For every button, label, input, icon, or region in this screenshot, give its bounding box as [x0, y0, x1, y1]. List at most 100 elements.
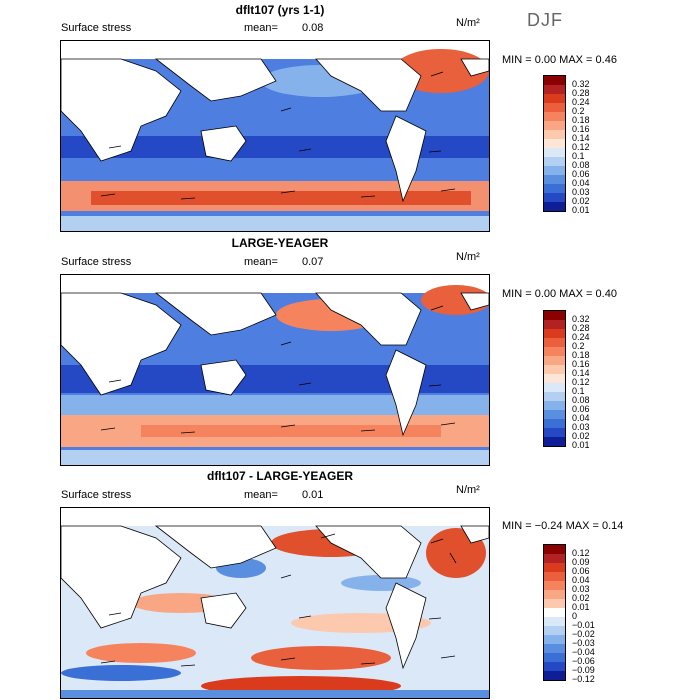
colorbar-tick: 0.28: [572, 88, 590, 98]
panel-2-colorbar: [543, 310, 566, 447]
colorbar-tick: −0.02: [572, 629, 595, 639]
colorbar-tick: 0.16: [572, 124, 590, 134]
panel-1-colorbar-swatch: [544, 166, 565, 175]
panel-1-colorbar-swatch: [544, 175, 565, 184]
colorbar-tick: 0.14: [572, 368, 590, 378]
panel-3-colorbar-swatch: [544, 617, 565, 626]
panel-1-colorbar: [543, 75, 566, 212]
panel-1-colorbar-swatch: [544, 139, 565, 148]
panel-3-colorbar: [543, 544, 566, 681]
colorbar-tick: 0.24: [572, 97, 590, 107]
panel-2-colorbar-swatch: [544, 437, 565, 446]
colorbar-tick: 0.2: [572, 341, 585, 351]
colorbar-tick: 0.24: [572, 332, 590, 342]
panel-1-mean-value: 0.08: [302, 22, 324, 34]
panel-3-colorbar-labels: 0.12 0.09 0.06 0.04 0.03 0.02 0.01 0 −0.…: [572, 549, 632, 689]
panel-2-colorbar-swatch: [544, 356, 565, 365]
panel-1-colorbar-swatch: [544, 112, 565, 121]
colorbar-tick: 0.08: [572, 160, 590, 170]
panel-2-colorbar-swatch: [544, 392, 565, 401]
panel-3-mean-value: 0.01: [302, 489, 324, 501]
colorbar-tick: 0: [572, 611, 578, 621]
panel-2-colorbar-swatch: [544, 338, 565, 347]
colorbar-tick: 0.03: [572, 584, 590, 594]
colorbar-tick: 0.06: [572, 566, 590, 576]
colorbar-tick: 0.08: [572, 395, 590, 405]
panel-1-map: [60, 40, 490, 232]
panel-2-colorbar-swatch: [544, 329, 565, 338]
colorbar-tick: 0.32: [572, 314, 590, 324]
colorbar-tick: −0.06: [572, 656, 595, 666]
panel-2-map: [60, 274, 490, 466]
panel-2-minmax: MIN = 0.00 MAX = 0.40: [502, 288, 617, 300]
panel-3-colorbar-swatch: [544, 545, 565, 554]
panel-1-title: dflt107 (yrs 1-1): [235, 3, 325, 17]
panel-2-colorbar-swatch: [544, 383, 565, 392]
panel-1-units: N/m²: [456, 17, 480, 29]
panel-3-colorbar-swatch: [544, 671, 565, 680]
colorbar-tick: 0.02: [572, 593, 590, 603]
panel-1-colorbar-swatch: [544, 184, 565, 193]
colorbar-tick: 0.02: [572, 431, 590, 441]
panel-1-colorbar-swatch: [544, 76, 565, 85]
colorbar-tick: 0.01: [572, 205, 590, 215]
colorbar-tick: −0.09: [572, 665, 595, 675]
colorbar-tick: 0.1: [572, 151, 585, 161]
panel-3-colorbar-swatch: [544, 581, 565, 590]
panel-3-colorbar-swatch: [544, 626, 565, 635]
colorbar-tick: 0.06: [572, 169, 590, 179]
panel-3-colorbar-swatch: [544, 590, 565, 599]
colorbar-tick: 0.28: [572, 323, 590, 333]
season-label: DJF: [527, 10, 563, 30]
panel-3-colorbar-swatch: [544, 653, 565, 662]
panel-1-colorbar-swatch: [544, 130, 565, 139]
colorbar-tick: 0.02: [572, 196, 590, 206]
panel-3-colorbar-swatch: [544, 662, 565, 671]
colorbar-tick: −0.04: [572, 647, 595, 657]
colorbar-tick: 0.14: [572, 133, 590, 143]
panel-1-colorbar-swatch: [544, 103, 565, 112]
panel-3-minmax: MIN = −0.24 MAX = 0.14: [502, 520, 624, 532]
panel-2-colorbar-swatch: [544, 374, 565, 383]
panel-3-map: [60, 507, 490, 699]
panel-2-units: N/m²: [456, 251, 480, 263]
panel-3-title: dflt107 - LARGE-YEAGER: [206, 469, 353, 483]
panel-1-colorbar-swatch: [544, 157, 565, 166]
colorbar-tick: 0.2: [572, 106, 585, 116]
panel-2-colorbar-swatch: [544, 365, 565, 374]
colorbar-tick: 0.04: [572, 413, 590, 423]
colorbar-tick: 0.12: [572, 377, 590, 387]
panel-1-colorbar-labels: 0.32 0.28 0.24 0.2 0.18 0.16 0.14 0.12 0…: [572, 80, 632, 220]
panel-1-colorbar-swatch: [544, 94, 565, 103]
colorbar-tick: −0.01: [572, 620, 595, 630]
colorbar-tick: −0.12: [572, 674, 595, 684]
panel-2-colorbar-swatch: [544, 311, 565, 320]
colorbar-tick: 0.09: [572, 557, 590, 567]
colorbar-tick: 0.06: [572, 404, 590, 414]
panel-2-colorbar-swatch: [544, 401, 565, 410]
panel-1-colorbar-swatch: [544, 202, 565, 211]
panel-2-colorbar-swatch: [544, 320, 565, 329]
colorbar-tick: 0.16: [572, 359, 590, 369]
colorbar-tick: 0.04: [572, 178, 590, 188]
panel-1-variable: Surface stress: [61, 22, 132, 34]
panel-3-colorbar-swatch: [544, 554, 565, 563]
panel-2-colorbar-swatch: [544, 410, 565, 419]
panel-1-colorbar-swatch: [544, 193, 565, 202]
colorbar-tick: 0.12: [572, 142, 590, 152]
colorbar-tick: −0.03: [572, 638, 595, 648]
colorbar-tick: 0.1: [572, 386, 585, 396]
panel-1-colorbar-swatch: [544, 85, 565, 94]
panel-1-minmax: MIN = 0.00 MAX = 0.46: [502, 54, 617, 66]
colorbar-tick: 0.01: [572, 440, 590, 450]
panel-2-colorbar-swatch: [544, 428, 565, 437]
panel-2-colorbar-swatch: [544, 419, 565, 428]
colorbar-tick: 0.18: [572, 350, 590, 360]
panel-2-mean-value: 0.07: [302, 256, 324, 268]
panel-3-variable: Surface stress: [61, 489, 132, 501]
panel-3-colorbar-swatch: [544, 644, 565, 653]
panel-2-colorbar-swatch: [544, 347, 565, 356]
panel-1-mean-label: mean=: [244, 22, 278, 34]
panel-3-mean-label: mean=: [244, 489, 278, 501]
panel-2-title: LARGE-YEAGER: [231, 236, 329, 250]
